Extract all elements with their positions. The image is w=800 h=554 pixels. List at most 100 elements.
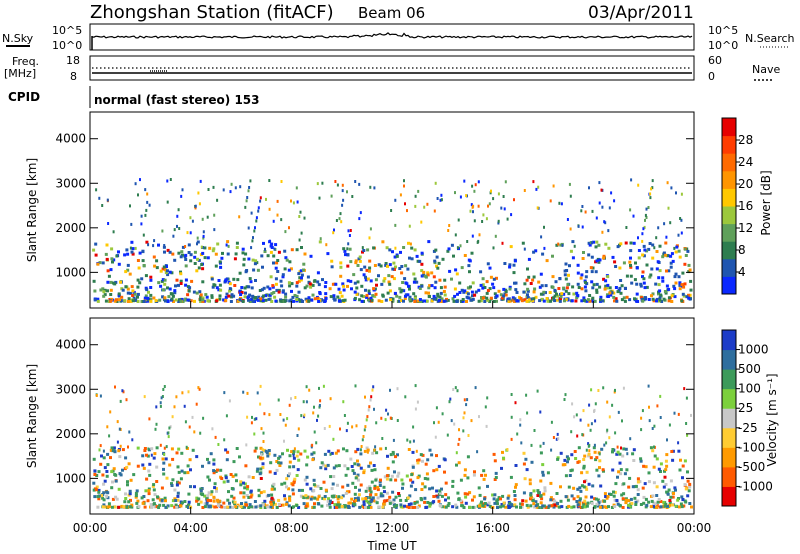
power-cell	[105, 243, 109, 247]
power-cell	[204, 293, 208, 297]
velocity-cell	[105, 474, 109, 478]
power-cell	[401, 281, 405, 284]
velocity-cell	[381, 494, 385, 498]
velocity-cell	[320, 461, 324, 465]
power-cell	[166, 299, 170, 303]
power-cell	[471, 184, 474, 188]
velocity-cell	[411, 465, 415, 469]
velocity-cell	[176, 498, 180, 502]
velocity-cell	[385, 491, 389, 495]
power-cell	[540, 284, 544, 288]
power-cell	[426, 273, 430, 277]
velocity-cell	[378, 484, 382, 487]
power-cell	[653, 246, 656, 250]
power-cell	[258, 289, 262, 292]
velocity-cell	[443, 470, 446, 474]
velocity-cell	[299, 494, 303, 498]
velocity-cell	[417, 458, 421, 462]
velocity-cell	[273, 453, 277, 457]
power-cell	[293, 294, 297, 297]
velocity-cell	[245, 494, 249, 497]
power-cell	[308, 282, 312, 286]
velocity-cell	[93, 495, 97, 499]
power-cell	[607, 246, 611, 250]
velocity-cell	[596, 504, 600, 508]
power-cell	[678, 281, 682, 285]
velocity-cell	[353, 492, 357, 496]
velocity-cell	[292, 465, 296, 469]
velocity-cell	[438, 491, 442, 495]
velocity-cell	[504, 505, 508, 509]
velocity-cell	[585, 487, 589, 491]
power-cell	[206, 256, 210, 260]
velocity-cell	[466, 398, 469, 402]
power-cell	[121, 288, 125, 292]
power-cell	[452, 299, 456, 303]
velocity-cell	[206, 494, 210, 498]
velocity-cell	[533, 429, 536, 432]
power-cell	[262, 241, 265, 245]
power-cell	[336, 183, 339, 187]
power-cell	[349, 279, 353, 283]
velocity-cell	[117, 487, 121, 491]
power-cell	[531, 299, 535, 303]
velocity-cell	[364, 425, 367, 429]
power-cell	[264, 298, 268, 302]
power-cell	[265, 197, 267, 201]
power-cell	[639, 284, 643, 288]
velocity-cell	[391, 450, 395, 454]
velocity-cell	[590, 388, 593, 392]
velocity-cell	[662, 500, 666, 504]
power-cell	[471, 234, 474, 238]
power-cell	[532, 250, 536, 254]
velocity-cell	[651, 504, 655, 508]
velocity-cell	[147, 492, 151, 496]
velocity-cell	[251, 415, 253, 419]
velocity-cell	[97, 488, 101, 492]
velocity-cell	[177, 481, 181, 485]
velocity-cell	[636, 480, 640, 484]
power-cell	[590, 255, 594, 259]
power-cell	[152, 244, 155, 248]
power-cell	[172, 300, 175, 303]
power-cell	[622, 296, 626, 300]
velocity-ytick-label: 4000	[55, 338, 86, 352]
power-cell	[149, 278, 153, 282]
power-cell	[677, 275, 681, 279]
power-cell	[184, 253, 188, 257]
velocity-cell	[502, 456, 505, 460]
velocity-cell	[102, 498, 106, 502]
velocity-cell	[223, 391, 226, 395]
velocity-cell	[155, 480, 159, 483]
velocity-cell	[680, 505, 684, 509]
power-cell	[663, 222, 666, 226]
power-cell	[559, 297, 562, 300]
power-cell	[266, 285, 270, 289]
velocity-cell	[464, 495, 468, 499]
velocity-cell	[441, 412, 444, 416]
velocity-cell	[688, 502, 692, 505]
power-cell	[655, 299, 658, 303]
power-cell	[571, 256, 575, 260]
velocity-cell	[608, 436, 611, 440]
velocity-cell	[403, 504, 406, 508]
power-cell	[625, 226, 628, 229]
velocity-colorbar-swatch	[722, 427, 736, 448]
velocity-cell	[511, 504, 515, 508]
velocity-cell	[222, 480, 226, 484]
power-cell	[508, 263, 512, 267]
velocity-cell	[582, 466, 586, 470]
velocity-cell	[92, 481, 96, 485]
power-cell	[377, 274, 380, 278]
power-cell	[303, 286, 307, 290]
velocity-cell	[560, 505, 564, 509]
power-cell	[395, 254, 399, 258]
power-cell	[247, 189, 250, 193]
velocity-cell	[231, 500, 235, 504]
power-cell	[531, 278, 535, 282]
power-colorbar-swatch	[722, 118, 736, 137]
velocity-cell	[288, 460, 292, 464]
power-cell	[404, 264, 408, 268]
velocity-cell	[278, 455, 282, 459]
velocity-cell	[559, 485, 562, 489]
